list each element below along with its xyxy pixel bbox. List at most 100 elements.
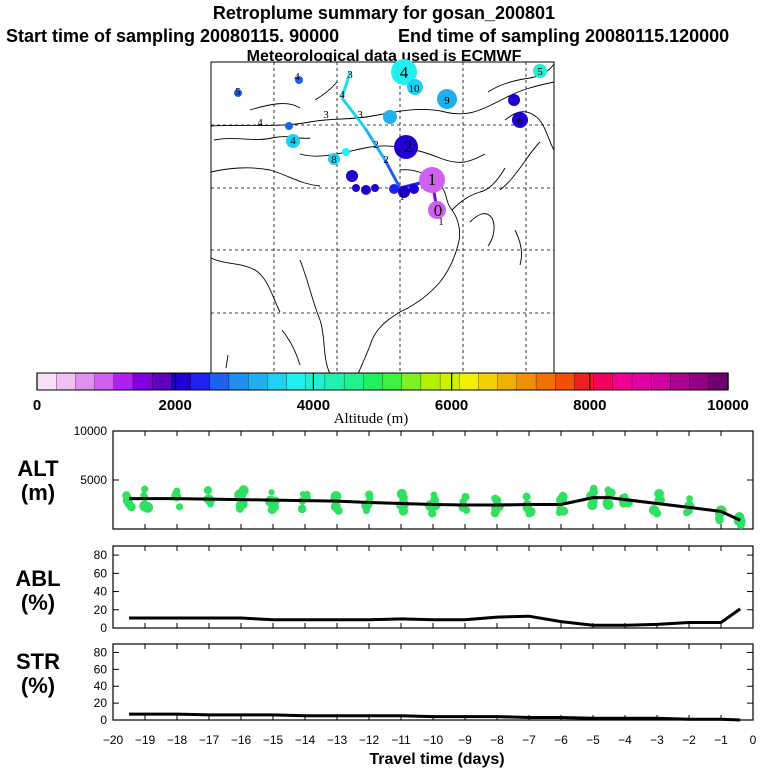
x-tick-label: 0: [750, 733, 757, 747]
colorbar-cell: [689, 372, 710, 391]
x-tick-label: −19: [135, 733, 156, 747]
plume-dot: [328, 153, 340, 165]
panel-labels: ALT (m) ABL (%) STR (%): [15, 456, 60, 698]
colorbar-ticks: 0 2000 4000 6000 8000 10000: [33, 373, 749, 414]
alt-scatter-point: [588, 488, 598, 498]
alt-scatter-point: [686, 495, 693, 503]
x-tick-label: −14: [295, 733, 316, 747]
plume-dot: [346, 170, 358, 182]
colorbar-cell: [363, 372, 384, 391]
colorbar-cell: [324, 372, 345, 391]
alt-scatter-point: [491, 505, 498, 512]
plume-dot: [508, 94, 520, 106]
colorbar-cell: [56, 372, 77, 391]
x-tick-label: −17: [199, 733, 220, 747]
alt-scatter-point: [428, 509, 437, 518]
abl-label: ABL: [15, 566, 60, 591]
plume-dot: [428, 201, 446, 219]
x-tick-label: −20: [103, 733, 124, 747]
y-tick-label: 40: [94, 585, 108, 599]
alt-scatter-point: [604, 486, 612, 494]
plume-minor-label: 4: [290, 135, 296, 147]
plume-dot: [285, 122, 293, 130]
alt-scatter-point: [297, 504, 307, 514]
plume-minor-label: 2: [373, 139, 379, 151]
y-tick-label: 40: [94, 679, 108, 693]
colorbar-tick-label: 10000: [707, 397, 749, 414]
alt-scatter-point: [235, 500, 246, 510]
plume-dot: [394, 135, 418, 159]
alt-scatter-point: [522, 492, 531, 501]
x-tick-label: −15: [263, 733, 284, 747]
colorbar-cell: [459, 372, 480, 391]
plume-dot: [512, 112, 528, 128]
plume-dot: [371, 184, 379, 192]
colorbar-cell: [267, 372, 288, 391]
plume-day-label: 0: [434, 201, 443, 220]
alt-scatter-point: [330, 491, 342, 502]
colorbar-cell: [478, 372, 499, 391]
y-tick-label: 20: [94, 696, 108, 710]
alt-scatter-point: [268, 489, 275, 496]
plume-dot: [437, 89, 457, 109]
alt-scatter-point: [303, 490, 311, 498]
plume-minor-label: 1: [438, 216, 444, 228]
plume-dot: [533, 64, 547, 78]
alt-scatter-point: [682, 508, 691, 517]
alt-scatter-point: [140, 491, 148, 499]
alt-label: ALT: [17, 456, 59, 481]
chart-title: Retroplume summary for gosan_200801: [212, 3, 556, 23]
alt-scatter-point: [269, 502, 279, 512]
end-time-label: End time of sampling 20080115.120000: [398, 26, 730, 46]
colorbar-tick-label: 6000: [435, 397, 468, 414]
colorbar-cell: [94, 372, 115, 391]
plume-segment: [340, 97, 367, 129]
plume-day-label: 3: [347, 69, 353, 81]
alt-scatter-point: [126, 500, 134, 508]
x-tick-label: −16: [231, 733, 252, 747]
plume-minor-label: 4: [339, 89, 345, 101]
colorbar-cell: [535, 372, 556, 391]
plume-dot: [398, 186, 410, 198]
colorbar-cell: [343, 372, 364, 391]
plume-dot: [352, 184, 360, 192]
colorbar-cell: [420, 372, 441, 391]
colorbar-cell: [670, 372, 691, 391]
x-tick-label: −11: [391, 733, 411, 747]
alt-series-line: [129, 496, 741, 522]
plume-minor-label: 4: [257, 117, 263, 129]
colorbar-cell: [75, 372, 96, 391]
start-time-label: Start time of sampling 20080115. 90000: [6, 26, 340, 46]
plume-segment: [383, 159, 402, 189]
colorbar-cell: [305, 372, 326, 391]
colorbar-cell: [228, 372, 249, 391]
y-tick-label: 0: [100, 621, 107, 635]
colorbar-cell: [36, 372, 57, 391]
y-tick-label: 10000: [74, 424, 108, 438]
x-tick-label: −18: [167, 733, 188, 747]
x-tick-label: −5: [586, 733, 600, 747]
alt-scatter-point: [175, 503, 184, 511]
plume-dot: [342, 148, 350, 156]
alt-scatter-points: [122, 484, 746, 530]
plume-dot: [295, 76, 303, 84]
x-tick-label: −8: [490, 733, 504, 747]
plume-dot: [286, 134, 300, 148]
plume-dot: [407, 79, 423, 95]
colorbar-cell: [401, 372, 422, 391]
alt-scatter-point: [203, 486, 213, 495]
alt-scatter-point: [430, 491, 438, 499]
plume-segment: [363, 127, 387, 161]
y-tick-label: 0: [100, 713, 107, 727]
colorbar-cell: [382, 372, 403, 391]
x-tick-label: −1: [714, 733, 728, 747]
colorbar-tick-label: 8000: [573, 397, 606, 414]
alt-scatter-point: [234, 489, 245, 501]
colorbar-cell: [708, 372, 729, 391]
alt-scatter-point: [207, 500, 214, 508]
abl-series-line: [129, 607, 742, 627]
colorbar-cell: [555, 372, 576, 391]
x-tick-label: −10: [423, 733, 444, 747]
